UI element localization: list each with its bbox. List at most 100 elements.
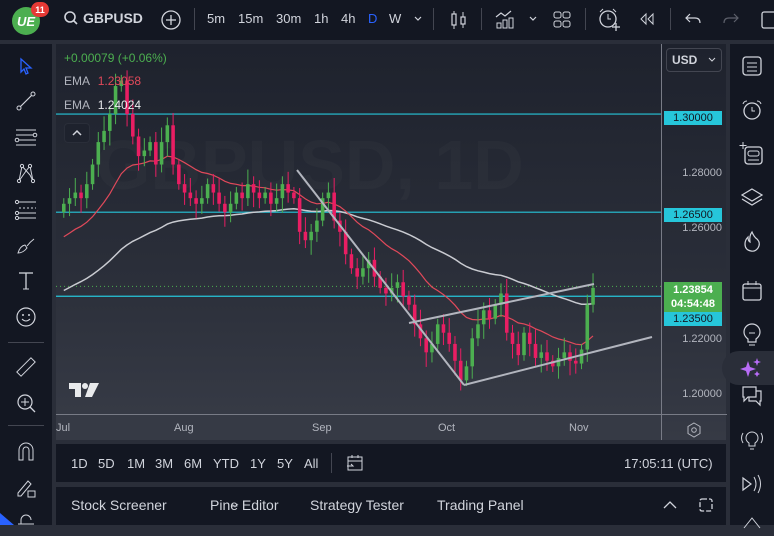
alert-add-icon[interactable] bbox=[597, 7, 621, 31]
brush-tool[interactable] bbox=[13, 232, 39, 258]
chevron-down-icon[interactable] bbox=[231, 503, 239, 509]
indicators-icon[interactable] bbox=[494, 8, 516, 30]
time-scale[interactable]: Jul Aug Sep Oct Nov bbox=[56, 414, 661, 440]
candle bbox=[286, 171, 290, 203]
ruler-tool[interactable] bbox=[13, 354, 39, 380]
ema-slow-line[interactable] bbox=[63, 208, 594, 306]
candle bbox=[246, 169, 250, 207]
emoji-tool[interactable] bbox=[13, 304, 39, 330]
candle bbox=[441, 314, 446, 346]
tab-trading-panel[interactable]: Trading Panel bbox=[437, 497, 524, 513]
candle bbox=[447, 318, 451, 352]
range-1d[interactable]: 1D bbox=[71, 456, 88, 471]
chart-pane[interactable]: GBPUSD, 1D bbox=[56, 44, 661, 414]
timeframe-w[interactable]: W bbox=[389, 11, 402, 26]
replay-icon[interactable] bbox=[638, 11, 656, 27]
timeframe-d[interactable]: D bbox=[368, 11, 378, 26]
candle bbox=[113, 73, 118, 125]
tab-stock-screener[interactable]: Stock Screener bbox=[71, 497, 167, 513]
hotlists-button[interactable] bbox=[737, 227, 767, 257]
trendline-tool[interactable] bbox=[13, 88, 39, 114]
cursor-tool[interactable] bbox=[13, 53, 39, 79]
tab-strategy-tester[interactable]: Strategy Tester bbox=[310, 497, 404, 513]
zoom-in-icon bbox=[17, 394, 36, 413]
pattern-tool[interactable] bbox=[13, 160, 39, 186]
cursor-icon bbox=[20, 57, 33, 75]
candle bbox=[470, 328, 475, 379]
range-1y[interactable]: 1Y bbox=[250, 456, 266, 471]
streams-button[interactable] bbox=[737, 425, 767, 455]
symbol-name: GBPUSD bbox=[83, 10, 143, 26]
chats-button[interactable] bbox=[737, 381, 767, 411]
add-symbol-icon[interactable] bbox=[160, 9, 182, 31]
maximize-panel-icon[interactable] bbox=[698, 497, 714, 513]
ai-assistant-button[interactable] bbox=[722, 351, 774, 385]
candle bbox=[62, 198, 66, 218]
redo-icon[interactable] bbox=[722, 11, 740, 27]
ema-fast-value: 1.23058 bbox=[97, 74, 142, 88]
candle bbox=[579, 343, 584, 370]
candle bbox=[332, 177, 336, 229]
price-scale[interactable]: USD 1.30000 1.28000 1.26500 1.26000 1.23… bbox=[661, 44, 727, 440]
timeframe-1h[interactable]: 1h bbox=[314, 11, 329, 26]
candle bbox=[154, 132, 158, 177]
timeframe-4h[interactable]: 4h bbox=[341, 11, 356, 26]
watchlist-button[interactable] bbox=[737, 51, 767, 81]
chevron-down-icon[interactable] bbox=[413, 15, 423, 23]
calendar-button[interactable] bbox=[737, 276, 767, 306]
price-tick: 1.20000 bbox=[682, 388, 722, 400]
candle bbox=[142, 138, 147, 167]
fib-tool[interactable] bbox=[13, 196, 39, 222]
ideas-button[interactable] bbox=[737, 320, 767, 350]
range-6m[interactable]: 6M bbox=[184, 456, 203, 471]
object-tree-button[interactable] bbox=[737, 183, 767, 213]
range-5y[interactable]: 5Y bbox=[277, 456, 293, 471]
candle bbox=[136, 128, 141, 171]
horizontal-lines-tool[interactable] bbox=[13, 124, 39, 150]
ema-slow-value: 1.24024 bbox=[97, 98, 142, 112]
data-window-button[interactable] bbox=[737, 139, 767, 169]
range-3m[interactable]: 3M bbox=[155, 456, 174, 471]
help-button[interactable] bbox=[737, 506, 767, 536]
tab-pine-editor[interactable]: Pine Editor bbox=[210, 497, 279, 513]
alerts-button[interactable] bbox=[737, 95, 767, 125]
channel-lower-line[interactable] bbox=[463, 336, 653, 386]
timeframe-15m[interactable]: 15m bbox=[238, 11, 264, 26]
downtrend-line[interactable] bbox=[296, 169, 465, 386]
candlestick-chart: GBPUSD, 1D bbox=[56, 70, 661, 391]
magnet-tool[interactable] bbox=[13, 438, 39, 464]
settings-icon[interactable] bbox=[686, 422, 702, 438]
tv-button[interactable] bbox=[737, 469, 767, 499]
lock-drawings-tool[interactable] bbox=[13, 474, 39, 500]
timeframe-30m[interactable]: 30m bbox=[276, 11, 302, 26]
range-all[interactable]: All bbox=[304, 456, 319, 471]
goto-date-icon[interactable] bbox=[345, 453, 365, 473]
symbol-search[interactable]: GBPUSD bbox=[63, 10, 143, 26]
range-ytd[interactable]: YTD bbox=[213, 456, 239, 471]
ema-fast-row[interactable]: EMA 1.23058 bbox=[64, 74, 142, 88]
channel-upper-line[interactable] bbox=[408, 283, 595, 324]
zoom-tool[interactable] bbox=[13, 390, 39, 416]
candle bbox=[96, 132, 101, 177]
range-1m[interactable]: 1M bbox=[127, 456, 146, 471]
magnet-icon bbox=[18, 442, 34, 461]
candle bbox=[108, 106, 112, 146]
text-tool[interactable] bbox=[13, 268, 39, 294]
ruler-icon bbox=[16, 357, 36, 377]
currency-select[interactable]: USD bbox=[666, 48, 722, 72]
layout-icon[interactable] bbox=[552, 10, 572, 30]
home-icon bbox=[743, 517, 761, 529]
timeframe-5m[interactable]: 5m bbox=[207, 11, 226, 26]
hide-drawings-tool[interactable] bbox=[13, 507, 39, 533]
ema-slow-row[interactable]: EMA 1.24024 bbox=[64, 98, 142, 112]
chevron-up-icon[interactable] bbox=[662, 499, 678, 511]
candle bbox=[159, 127, 164, 173]
candle bbox=[487, 297, 492, 329]
chevron-down-icon[interactable] bbox=[528, 15, 538, 23]
candles-icon[interactable] bbox=[449, 9, 469, 31]
collapse-legend-button[interactable] bbox=[64, 123, 90, 143]
undo-icon[interactable] bbox=[684, 11, 702, 27]
fullscreen-icon[interactable] bbox=[760, 10, 774, 30]
range-5d[interactable]: 5D bbox=[98, 456, 115, 471]
utc-clock[interactable]: 17:05:11 (UTC) bbox=[624, 456, 713, 471]
